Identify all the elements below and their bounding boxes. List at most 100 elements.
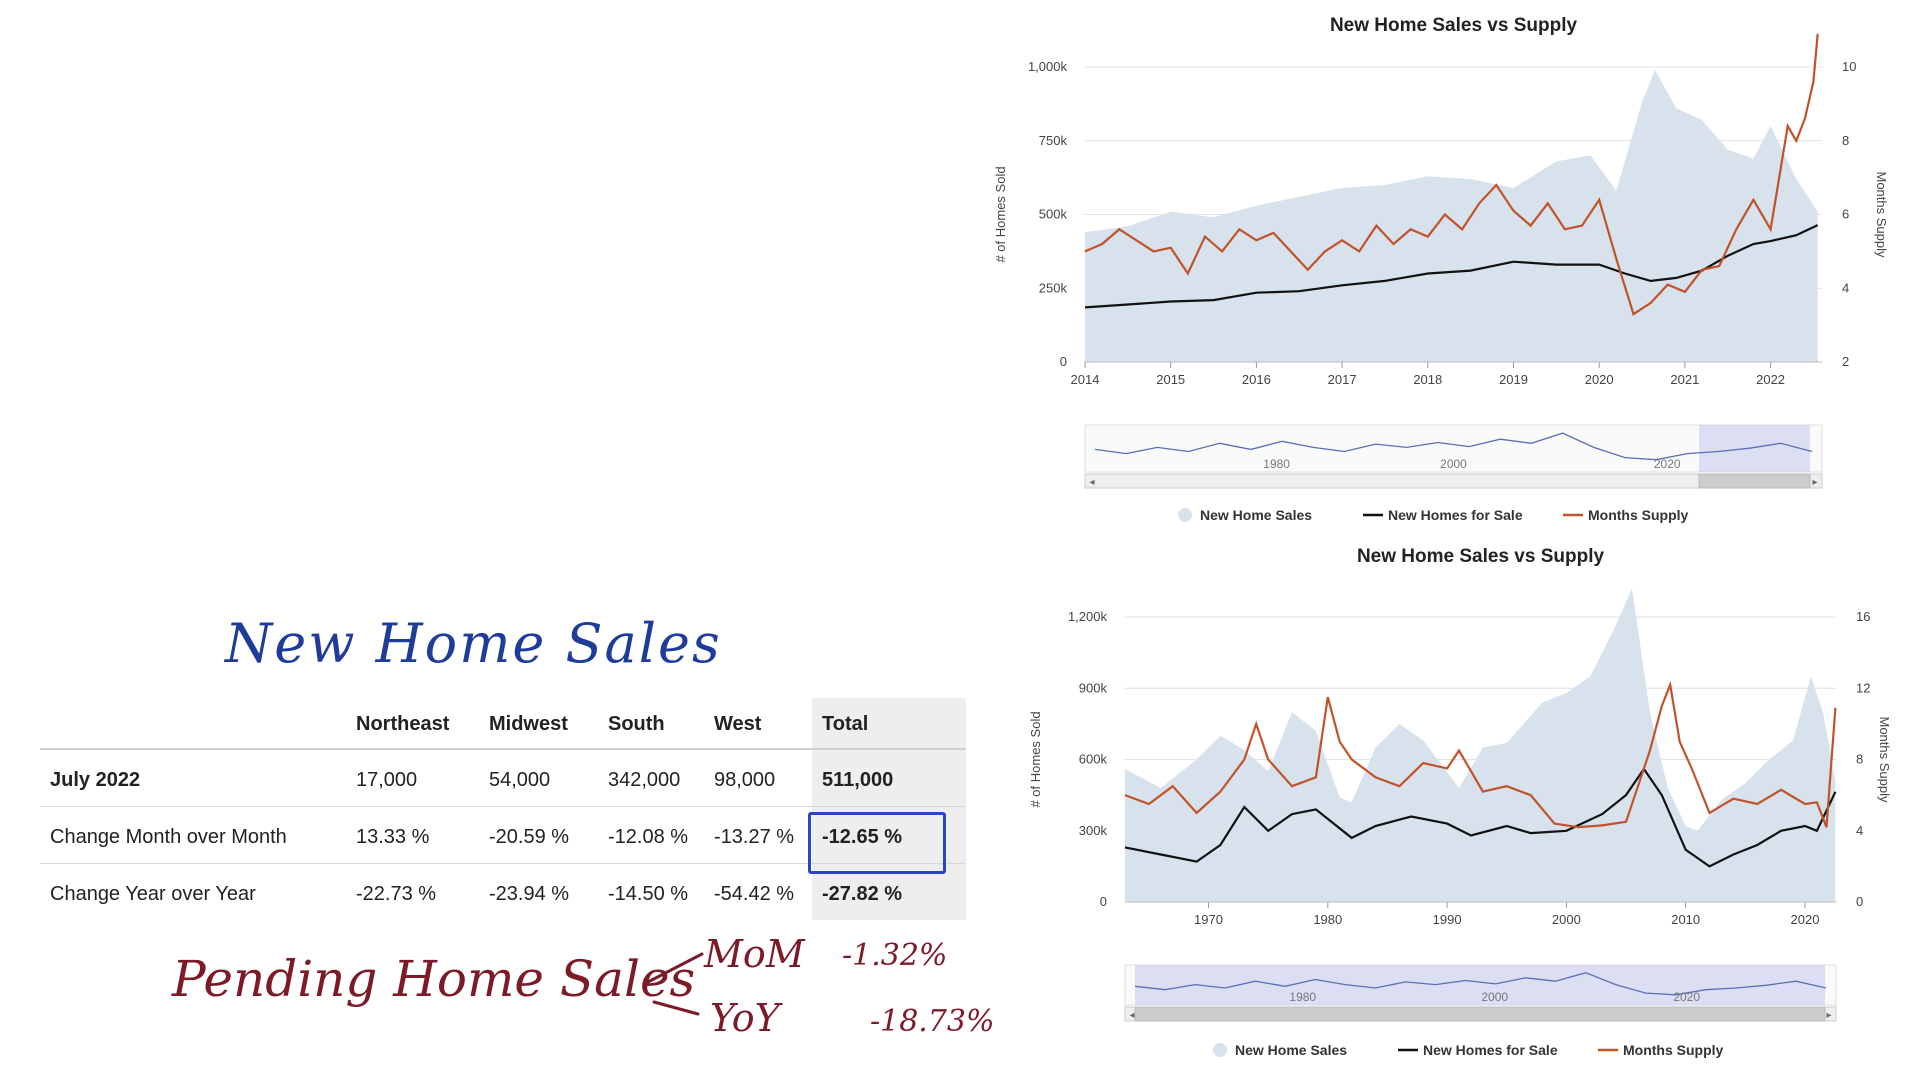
navigator-tick-label: 2000 <box>1440 457 1467 471</box>
header-total: Total <box>812 698 966 749</box>
navigator-tick-label: 1980 <box>1263 457 1290 471</box>
y-axis-label: # of Homes Sold <box>993 166 1008 262</box>
cell-west: 98,000 <box>704 748 812 807</box>
chart-bottom: New Home Sales vs Supply 0 300k 600k 900k 1,2… <box>1028 546 1892 1058</box>
series-months-supply-line <box>1084 33 1819 316</box>
x-tick-label: 2018 <box>1413 372 1442 387</box>
y-tick-label: 500k <box>1039 207 1068 222</box>
navigator-selection <box>1135 965 1825 1005</box>
x-tick-label: 2019 <box>1499 372 1528 387</box>
series-new-home-sales-area <box>1125 588 1836 902</box>
y-tick-label: 900k <box>1079 680 1108 695</box>
scroll-right-icon: ▸ <box>1826 1010 1831 1021</box>
legend-label-months-supply: Months Supply <box>1588 507 1689 523</box>
highlight-box-annotation <box>808 812 946 874</box>
series-new-homes-for-sale-line <box>1084 224 1819 309</box>
handwritten-heading: New Home Sales <box>225 612 722 675</box>
cell-northeast: 13.33 % <box>346 806 479 864</box>
y2-tick-label: 0 <box>1856 894 1863 909</box>
navigator-tick-label: 2020 <box>1673 990 1700 1004</box>
cell-west: -54.42 % <box>704 863 812 920</box>
y2-tick-label: 2 <box>1842 354 1849 369</box>
y2-tick-label: 4 <box>1856 823 1863 838</box>
row-label: Change Year over Year <box>40 863 346 920</box>
cell-midwest: -20.59 % <box>479 806 598 864</box>
cell-south: -14.50 % <box>598 863 704 920</box>
x-tick-label: 2020 <box>1585 372 1614 387</box>
navigator-line <box>1094 432 1813 461</box>
x-tick-label: 2017 <box>1328 372 1357 387</box>
table-header-row: Northeast Midwest South West Total <box>40 698 966 749</box>
cell-midwest: 54,000 <box>479 748 598 807</box>
row-label: Change Month over Month <box>40 806 346 864</box>
y-tick-label: 1,200k <box>1068 609 1108 624</box>
y2-tick-label: 10 <box>1842 59 1856 74</box>
x-tick-label: 2014 <box>1071 372 1100 387</box>
navigator-tick-label: 2000 <box>1481 990 1508 1004</box>
cell-northeast: -22.73 % <box>346 863 479 920</box>
y2-tick-label: 4 <box>1842 280 1849 295</box>
legend-marker-new-home-sales <box>1178 508 1192 522</box>
handwritten-yoy-value: -18.73% <box>870 1004 995 1039</box>
header-northeast: Northeast <box>356 712 450 735</box>
scroll-right-icon: ▸ <box>1812 477 1817 488</box>
y-tick-label: 250k <box>1039 280 1068 295</box>
cell-northeast: 17,000 <box>346 748 479 807</box>
x-tick-label: 2022 <box>1756 372 1785 387</box>
x-tick-label: 2015 <box>1156 372 1185 387</box>
y2-tick-label: 16 <box>1856 609 1870 624</box>
y2-tick-label: 12 <box>1856 680 1870 695</box>
y-tick-label: 750k <box>1039 133 1068 148</box>
new-home-sales-table: Northeast Midwest South West Total July … <box>40 698 966 920</box>
cell-midwest: -23.94 % <box>479 863 598 920</box>
handwritten-mom-value: -1.32% <box>842 938 948 973</box>
y2-tick-label: 6 <box>1842 207 1849 222</box>
navigator-scrollbar-thumb <box>1134 1006 1826 1022</box>
x-tick-label: 2020 <box>1791 912 1820 927</box>
series-new-homes-for-sale-line <box>1124 767 1837 868</box>
x-tick-label: 2021 <box>1670 372 1699 387</box>
x-tick-label: 2000 <box>1552 912 1581 927</box>
legend-label-new-homes-for-sale: New Homes for Sale <box>1388 507 1523 523</box>
scroll-left-icon: ◂ <box>1129 1010 1134 1021</box>
navigator-selection <box>1699 425 1810 472</box>
handwritten-pending-label: Pending Home Sales <box>172 950 696 1008</box>
y2-tick-label: 8 <box>1842 133 1849 148</box>
x-tick-label: 1980 <box>1313 912 1342 927</box>
y-tick-label: 0 <box>1100 894 1107 909</box>
cell-south: 342,000 <box>598 748 704 807</box>
y2-tick-label: 8 <box>1856 752 1863 767</box>
y-tick-label: 0 <box>1060 354 1067 369</box>
cell-west: -13.27 % <box>704 806 812 864</box>
scroll-left-icon: ◂ <box>1089 477 1094 488</box>
x-tick-label: 2016 <box>1242 372 1271 387</box>
table-row: Change Month over Month 13.33 % -20.59 %… <box>40 806 966 864</box>
legend-label-months-supply: Months Supply <box>1623 1042 1724 1058</box>
y-tick-label: 1,000k <box>1028 59 1068 74</box>
y2-axis-label: Months Supply <box>1874 172 1889 258</box>
navigator-tick-label: 1980 <box>1289 990 1316 1004</box>
y2-axis-label: Months Supply <box>1877 717 1892 803</box>
chart-title: New Home Sales vs Supply <box>1330 15 1578 36</box>
cell-total: -12.65 % <box>812 806 966 864</box>
x-tick-label: 1990 <box>1433 912 1462 927</box>
header-west: West <box>714 712 762 735</box>
handwritten-yoy-label: YoY <box>710 996 780 1040</box>
header-midwest: Midwest <box>489 712 568 735</box>
series-months-supply-line <box>1124 680 1837 829</box>
y-axis-label: # of Homes Sold <box>1028 711 1043 807</box>
header-blank <box>40 698 346 749</box>
legend-label-new-home-sales: New Home Sales <box>1200 507 1312 523</box>
row-label: July 2022 <box>40 748 346 807</box>
chart-title: New Home Sales vs Supply <box>1357 546 1605 567</box>
handwritten-bracket <box>646 952 704 1016</box>
cell-total: 511,000 <box>812 748 966 807</box>
navigator-scrollbar-thumb <box>1698 473 1811 489</box>
legend-label-new-home-sales: New Home Sales <box>1235 1042 1347 1058</box>
navigator-tick-label: 2020 <box>1654 457 1681 471</box>
navigator-scrollbar-track <box>1084 473 1823 489</box>
x-tick-label: 2010 <box>1671 912 1700 927</box>
series-new-home-sales-area <box>1085 69 1818 363</box>
y-tick-label: 600k <box>1079 752 1108 767</box>
header-south: South <box>608 712 665 735</box>
